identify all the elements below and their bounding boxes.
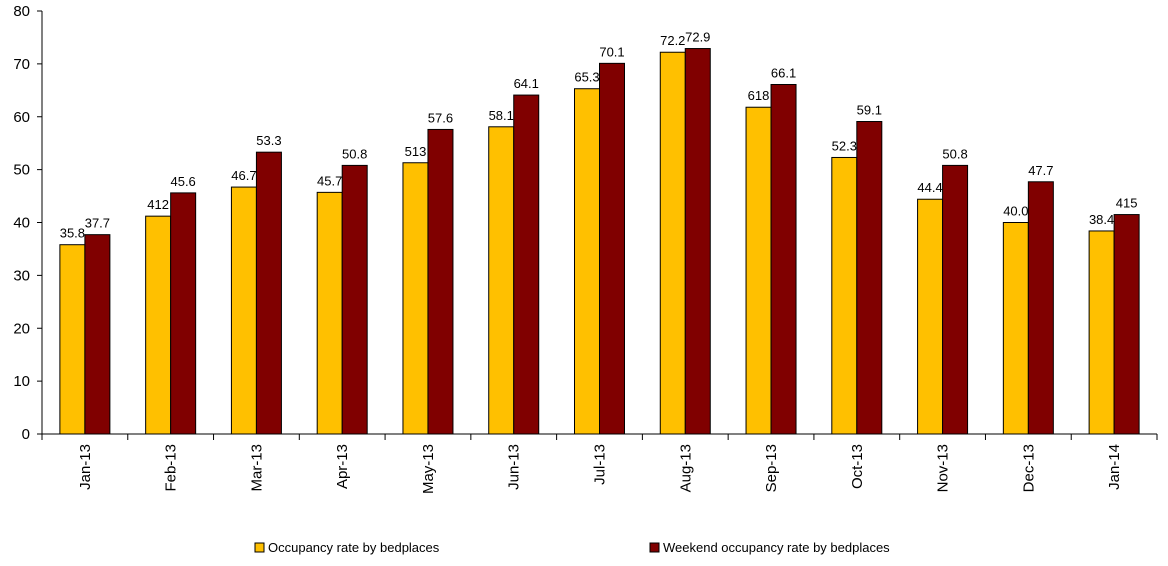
legend-occupancy-label: Occupancy rate by bedplaces (268, 540, 440, 555)
data-label-weekend-occupancy: 45.6 (170, 174, 195, 189)
bar-occupancy (917, 198, 944, 435)
y-tick-label: 30 (13, 267, 30, 284)
data-label-weekend-occupancy: 53.3 (256, 133, 281, 148)
x-tick-label: Jan-14 (1106, 444, 1123, 490)
legend-weekend-occupancy-swatch (649, 542, 660, 553)
data-label-weekend-occupancy: 59.1 (857, 103, 882, 118)
y-tick-label: 50 (13, 162, 30, 179)
bar-weekend-occupancy (513, 94, 540, 435)
bar-occupancy (316, 191, 343, 435)
data-label-occupancy: 44.4 (917, 180, 942, 195)
data-label-occupancy: 46.7 (231, 168, 256, 183)
x-tick-label: Mar-13 (248, 444, 265, 492)
data-label-occupancy: 65.3 (574, 70, 599, 85)
y-tick-label: 40 (13, 215, 30, 232)
x-tick-label: Jul-13 (592, 444, 609, 485)
bar-weekend-occupancy (84, 234, 111, 435)
bar-occupancy (488, 126, 515, 435)
bar-occupancy (659, 51, 686, 435)
x-tick-label: Sep-13 (763, 444, 780, 492)
data-label-occupancy: 58.1 (489, 108, 514, 123)
y-tick-label: 10 (13, 373, 30, 390)
y-tick-label: 80 (13, 3, 30, 20)
data-label-occupancy: 618 (748, 88, 770, 103)
bar-occupancy (1002, 222, 1029, 435)
data-label-occupancy: 72.2 (660, 33, 685, 48)
data-label-weekend-occupancy: 50.8 (942, 146, 967, 161)
bar-weekend-occupancy (1027, 181, 1054, 435)
x-tick-label: Feb-13 (163, 444, 180, 492)
data-label-weekend-occupancy: 57.6 (428, 110, 453, 125)
legend-occupancy-swatch (254, 542, 265, 553)
x-tick-label: Apr-13 (334, 444, 351, 489)
bar-occupancy (59, 244, 86, 435)
bar-weekend-occupancy (770, 83, 797, 435)
data-label-occupancy: 513 (405, 144, 427, 159)
bar-weekend-occupancy (170, 192, 197, 435)
bar-occupancy (745, 106, 772, 435)
data-label-weekend-occupancy: 64.1 (514, 76, 539, 91)
bar-occupancy (1088, 230, 1115, 435)
data-label-occupancy: 40.0 (1003, 204, 1028, 219)
bar-weekend-occupancy (599, 62, 625, 435)
bar-occupancy (831, 156, 858, 435)
data-label-weekend-occupancy: 72.9 (685, 30, 710, 45)
bar-weekend-occupancy (341, 164, 368, 435)
data-label-occupancy: 412 (147, 197, 169, 212)
bar-weekend-occupancy (684, 48, 711, 435)
bar-occupancy (402, 162, 429, 435)
bar-occupancy (230, 186, 257, 435)
bar-occupancy (574, 88, 600, 435)
bar-weekend-occupancy (942, 164, 969, 435)
x-tick-label: Oct-13 (849, 444, 866, 489)
x-tick-label: Jun-13 (506, 444, 523, 490)
x-tick-label: Jan-13 (77, 444, 94, 490)
x-tick-label: Dec-13 (1020, 444, 1037, 492)
data-label-weekend-occupancy: 47.7 (1028, 163, 1053, 178)
legend: Occupancy rate by bedplaces Weekend occup… (254, 540, 890, 555)
x-tick-label: Aug-13 (677, 444, 694, 492)
y-tick-label: 0 (22, 426, 30, 443)
y-tick-label: 60 (13, 109, 30, 126)
data-label-weekend-occupancy: 70.1 (599, 44, 624, 59)
bar-occupancy (145, 215, 172, 435)
bars (59, 48, 1140, 435)
data-label-weekend-occupancy: 37.7 (85, 216, 110, 231)
data-label-occupancy: 38.4 (1089, 212, 1114, 227)
legend-weekend-occupancy-label: Weekend occupancy rate by bedplaces (663, 540, 890, 555)
bar-weekend-occupancy (255, 151, 282, 435)
x-axis: Jan-13 Feb-13 Mar-13 Apr-13 May-13 Jun-13 Jul-… (41, 433, 1158, 494)
y-tick-label: 70 (13, 56, 30, 73)
bar-weekend-occupancy (427, 128, 454, 435)
data-label-occupancy: 45.7 (317, 173, 342, 188)
x-tick-label: May-13 (420, 444, 437, 494)
data-label-occupancy: 35.8 (60, 226, 85, 241)
data-label-weekend-occupancy: 415 (1116, 196, 1138, 211)
data-label-occupancy: 52.3 (832, 138, 857, 153)
bar-weekend-occupancy (856, 121, 883, 435)
y-axis: 0 10 20 30 40 50 60 70 80 (13, 3, 43, 443)
y-tick-label: 20 (13, 320, 30, 337)
data-label-weekend-occupancy: 50.8 (342, 146, 367, 161)
data-label-weekend-occupancy: 66.1 (771, 65, 796, 80)
x-tick-label: Nov-13 (935, 444, 952, 492)
bar-weekend-occupancy (1113, 214, 1140, 435)
